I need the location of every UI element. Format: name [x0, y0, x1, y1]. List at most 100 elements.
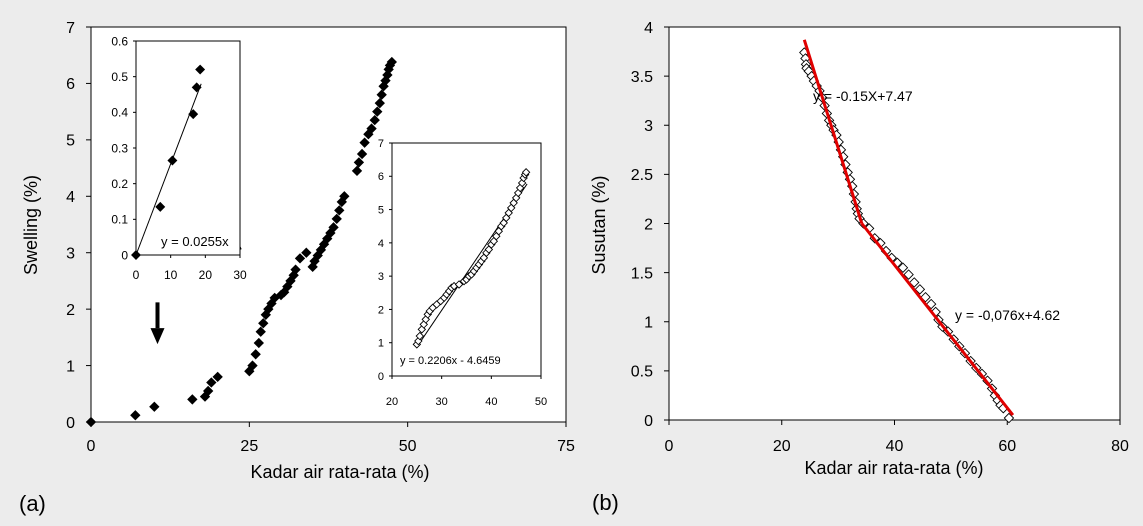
data-point: [369, 114, 380, 126]
y-axis-a-title: Swelling (%): [21, 175, 41, 275]
data-point: [378, 81, 389, 92]
b-y-tick-label: 2: [644, 216, 653, 233]
y-axis-a: 0 1 2 3 4 5 6 7: [66, 20, 91, 432]
inset-1-x-tick-label: 0: [133, 268, 140, 282]
data-point: [372, 106, 383, 117]
data-point: [374, 98, 385, 109]
inset-2-y-tick-label: 7: [378, 138, 384, 150]
data-point: [331, 213, 342, 225]
inset-2-data-point: [517, 178, 527, 188]
b-x-tick-label: 80: [1111, 438, 1129, 455]
data-point: [914, 284, 926, 295]
inset-2-data-point: [415, 331, 425, 341]
data-point: [353, 157, 365, 168]
a-y-tick-label: 1: [66, 358, 75, 375]
trendlines-b: [802, 39, 1015, 417]
a-y-tick-label: 6: [66, 76, 75, 93]
data-point: [212, 371, 223, 383]
inset-1-y-tick-label: 0.5: [111, 70, 128, 84]
a-y-tick-label: 4: [66, 189, 75, 206]
data-point: [328, 222, 339, 233]
a-y-tick-label: 5: [66, 133, 75, 150]
trendline: [802, 39, 864, 224]
a-x-tick-label: 0: [87, 438, 96, 455]
inset-2-series: [412, 168, 531, 349]
b-y-tick-label: 3.5: [631, 69, 653, 86]
trendline-2-label: y = -0,076x+4.62: [955, 307, 1060, 323]
inset-2-x-tick-label: 30: [436, 396, 448, 408]
panel-b: 0 0.5 1 1.5 2 2.5 3 3.5 4 0 20 40 60 80 y = -0.15X+7…: [589, 20, 1129, 515]
data-point: [294, 253, 306, 264]
x-axis-a: 0 25 50 75: [87, 422, 575, 455]
data-point: [149, 401, 160, 412]
x-axis-a-title: Kadar air rata-rata (%): [250, 462, 429, 482]
data-point: [255, 326, 266, 337]
inset-2-x-tick-label: 40: [485, 396, 497, 408]
inset-2-y-tick-label: 6: [378, 171, 384, 183]
data-point: [386, 56, 397, 68]
inset-1-x-tick-label: 30: [233, 268, 247, 282]
data-point: [359, 137, 370, 148]
data-point: [307, 261, 318, 272]
inset-2-data-point: [521, 168, 531, 177]
x-axis-b-title: Kadar air rata-rata (%): [804, 458, 983, 478]
inset-2-y-tick-label: 5: [378, 205, 384, 217]
inset-2-y-tick-label: 3: [378, 271, 384, 283]
inset-1-y-tick-label: 0.2: [111, 177, 128, 191]
a-y-tick-label: 0: [66, 415, 75, 432]
plot-area-b: [668, 26, 1121, 421]
b-x-tick-label: 0: [665, 438, 674, 455]
inset-1-y-tick-label: 0.6: [111, 34, 128, 48]
inset-2-y-tick-label: 1: [378, 338, 384, 350]
b-y-tick-label: 0.5: [631, 364, 653, 381]
b-y-tick-label: 1: [644, 315, 653, 332]
inset-2-axes: 0 1 2 3 4 5 6 7 20 30 40 50: [378, 138, 547, 408]
data-point: [366, 123, 377, 134]
data-point: [1003, 412, 1015, 424]
inset-2-data-point: [414, 336, 423, 346]
inset-2-x-tick-label: 20: [386, 396, 398, 408]
data-point: [206, 377, 217, 388]
series-a: [85, 56, 397, 428]
inset-1-y-tick-label: 0.1: [111, 213, 128, 227]
data-point: [85, 416, 97, 428]
a-x-tick-label: 25: [240, 438, 258, 455]
data-point: [258, 318, 269, 329]
arrow-head: [150, 328, 165, 345]
inset-1-data-point: [131, 250, 141, 260]
b-y-tick-label: 2.5: [631, 167, 653, 184]
data-point: [301, 247, 312, 258]
inset-2-equation: y = 0.2206x - 4.6459: [400, 355, 501, 367]
data-point: [339, 191, 350, 202]
panel-a-label: (a): [19, 491, 46, 516]
data-point: [908, 277, 920, 288]
inset-1-data-point: [195, 64, 206, 75]
b-x-tick-label: 20: [773, 438, 791, 455]
inset-1: 0 0.1 0.2 0.3 0.4 0.5 0.6 0 10 20 30 y = 0.0255x: [111, 34, 247, 282]
trendline: [860, 222, 1015, 417]
inset-2-data-point: [454, 280, 464, 289]
x-axis-b: 0 20 40 60 80: [665, 420, 1129, 455]
data-point: [356, 148, 368, 160]
inset-1-x-tick-label: 20: [199, 268, 213, 282]
a-x-tick-label: 75: [557, 438, 575, 455]
inset-2-y-tick-label: 2: [378, 304, 384, 316]
inset-1-data-point: [155, 201, 166, 212]
a-y-tick-label: 2: [66, 302, 75, 319]
data-point: [130, 410, 141, 421]
b-y-tick-label: 3: [644, 118, 653, 135]
inset-2: 0 1 2 3 4 5 6 7 20 30 40 50 y = 0.2206x - 4.6459: [378, 138, 547, 408]
data-point: [187, 394, 198, 405]
data-point: [903, 269, 914, 280]
inset-1-y-tick-label: 0.4: [111, 106, 128, 120]
data-point: [334, 205, 345, 216]
data-point: [382, 69, 393, 81]
data-point: [203, 385, 214, 397]
inset-1-x-tick-label: 10: [164, 268, 178, 282]
inset-1-y-tick-label: 0: [121, 248, 128, 262]
inset-1-axes: 0 0.1 0.2 0.3 0.4 0.5 0.6 0 10 20 30: [111, 34, 247, 282]
b-x-tick-label: 60: [998, 438, 1016, 455]
data-point: [253, 337, 264, 349]
